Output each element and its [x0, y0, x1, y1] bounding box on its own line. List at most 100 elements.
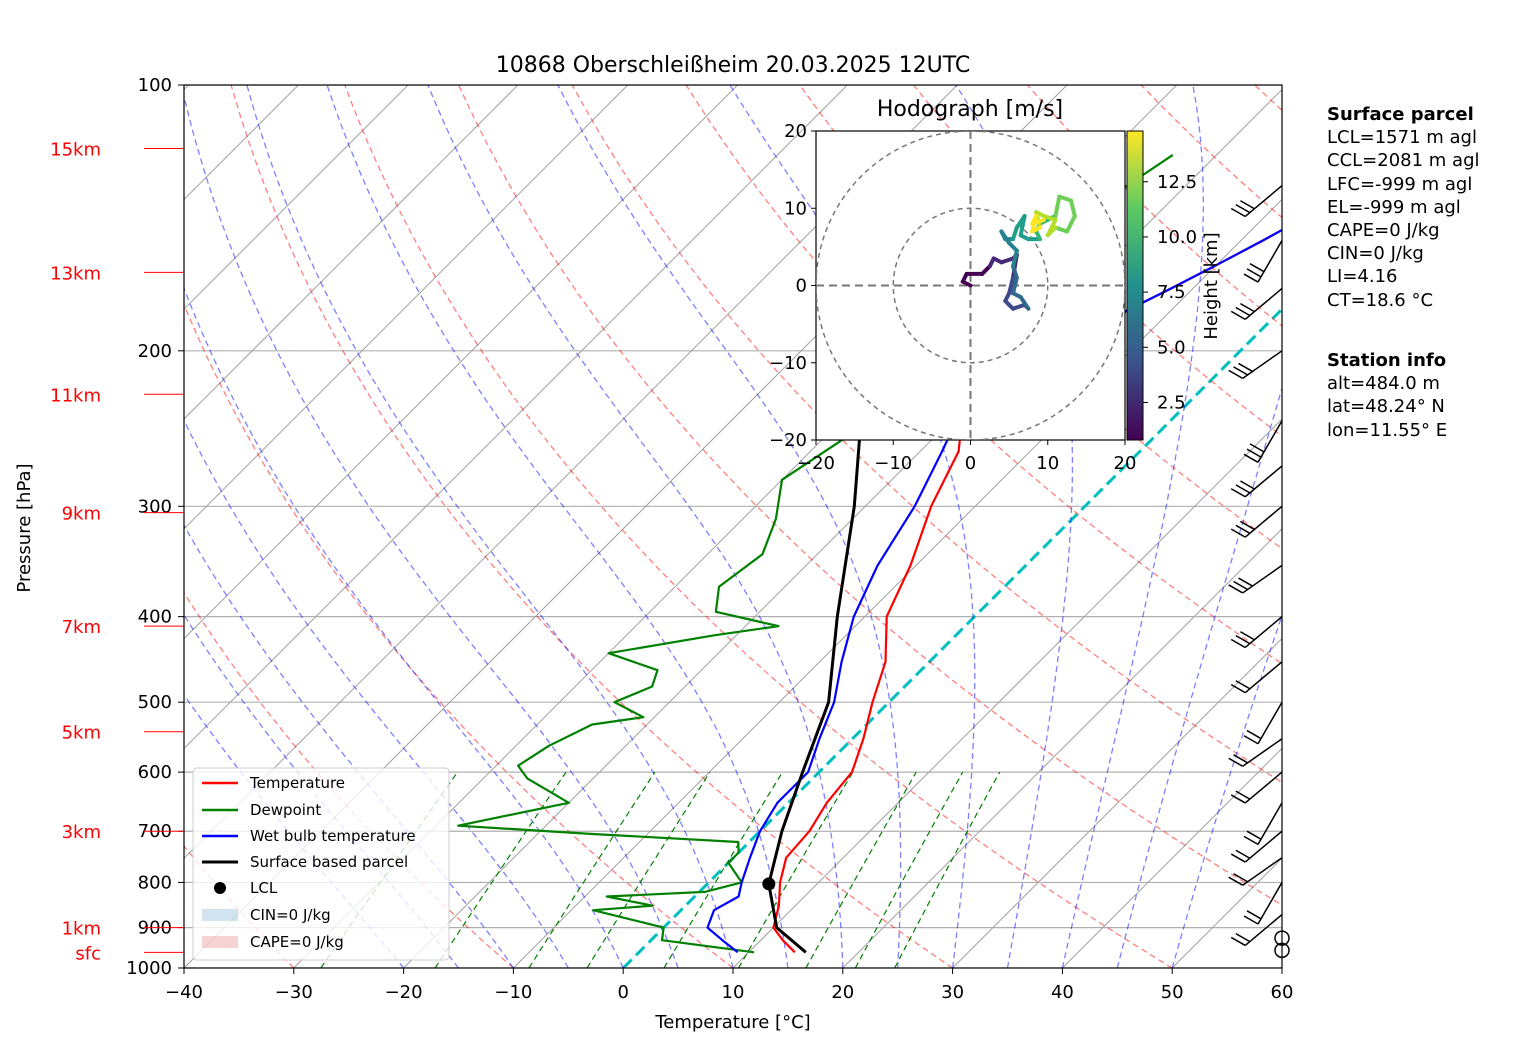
isotherm-40	[1062, 747, 1282, 968]
hodograph-segment	[1010, 225, 1019, 242]
moist-adiabat	[184, 418, 569, 968]
legend-label-wetbulb: Wet bulb temperature	[250, 827, 416, 845]
hodograph-ring-10	[892, 207, 1049, 364]
hodograph-segment	[1018, 295, 1031, 311]
wind-barb-flag	[1243, 453, 1259, 463]
isotherm--70	[184, 85, 738, 640]
wind-barb-flag	[1240, 480, 1255, 490]
mixing-ratio-line	[805, 771, 917, 968]
mixing-ratio-line	[663, 771, 784, 968]
wind-barb-shaft	[1242, 738, 1283, 767]
colorbar-tick-label: 5.0	[1157, 337, 1186, 358]
colorbar-ticks: 12.5 10.0 7.5 5.0 2.5	[1143, 172, 1197, 413]
hodograph-segment	[1010, 275, 1019, 296]
wind-barb-shaft	[1244, 616, 1283, 649]
wind-barb-flag	[1240, 631, 1255, 641]
wind-barb-flag	[1233, 366, 1248, 376]
wind-barb-shaft	[1257, 802, 1283, 845]
hodograph-segment	[1045, 217, 1058, 238]
surface-parcel-heading: Surface parcel	[1327, 104, 1474, 125]
moist-adiabat	[557, 85, 902, 968]
isotherm-20	[842, 528, 1282, 968]
isotherm-0	[622, 307, 1282, 968]
wind-barb-flag	[1243, 273, 1259, 283]
wind-barb-flag	[1238, 362, 1253, 373]
x-tick-label: 50	[1161, 982, 1184, 1003]
y-tick-label: 1000	[126, 958, 172, 979]
moist-adiabat	[184, 93, 679, 968]
station-altitude: alt=484.0 m	[1327, 373, 1440, 395]
hodograph-segment	[1010, 264, 1019, 280]
wind-barb-flag	[1235, 849, 1251, 859]
moist-adiabat	[1116, 385, 1282, 968]
x-tick-label: 60	[1271, 982, 1294, 1003]
wind-barb-flag	[1230, 683, 1246, 694]
isotherm--60	[184, 85, 848, 750]
wind-barb-flag	[1246, 448, 1262, 458]
wind-barb-flag	[1246, 729, 1262, 740]
height-label-5km: 5km	[62, 723, 101, 744]
legend: Temperature Dewpoint Wet bulb temperatur…	[192, 767, 450, 961]
wind-barb-flag	[1235, 524, 1251, 534]
lfc-value: LFC=-999 m agl	[1327, 173, 1473, 195]
wind-barb-shaft	[1244, 185, 1283, 218]
x-tick-label: 0	[617, 982, 628, 1003]
dry-adiabat	[344, 85, 1173, 968]
station-latitude: lat=48.24° N	[1327, 396, 1445, 418]
wind-barb-shaft	[1257, 420, 1283, 463]
wind-barb-flag	[1233, 580, 1248, 591]
hodograph-segment	[1010, 248, 1019, 269]
wind-barb-flag	[1230, 310, 1246, 320]
wind-barb-flag	[1230, 638, 1246, 649]
dry-adiabat	[458, 85, 1282, 906]
hodograph-segment	[1018, 213, 1027, 238]
wind-barb-shaft	[1244, 830, 1283, 863]
height-label-13km: 13km	[50, 263, 101, 284]
wind-barb-flag	[1233, 754, 1248, 764]
colorbar-tick-label: 7.5	[1157, 282, 1186, 303]
hodograph-segment	[1041, 213, 1058, 222]
wind-barb-flag	[1235, 484, 1251, 494]
calm-wind-circle	[1274, 942, 1290, 959]
hodo-x-tick-label: −10	[874, 453, 912, 474]
chart-title: 10868 Oberschleißheim 20.03.2025 12UTC	[496, 53, 971, 78]
height-label-15km: 15km	[50, 139, 101, 160]
moist-adiabat	[955, 85, 1074, 968]
y-tick-label: 100	[138, 75, 172, 96]
legend-label-temperature: Temperature	[249, 774, 345, 792]
wind-barb-shaft	[1257, 701, 1283, 745]
moist-adiabat	[729, 85, 976, 968]
li-value: LI=4.16	[1327, 266, 1398, 288]
wind-barb-shaft	[1242, 350, 1283, 379]
moist-adiabat	[1061, 85, 1204, 968]
wind-barb-shaft	[1244, 914, 1283, 947]
x-tick-label: 40	[1051, 982, 1074, 1003]
wind-barb-flag	[1235, 790, 1251, 800]
ccl-value: CCL=2081 m agl	[1327, 150, 1480, 172]
wind-barb-flag	[1240, 520, 1255, 531]
wind-barb-flag	[1228, 584, 1244, 594]
colorbar-tick-label: 10.0	[1157, 227, 1197, 248]
height-label-9km: 9km	[62, 504, 101, 525]
wind-barb-flag	[1243, 835, 1259, 846]
y-tick-label: 800	[138, 872, 172, 893]
hodograph-segment	[1010, 302, 1027, 311]
wind-barb-shaft	[1257, 240, 1283, 283]
hodograph-plot	[816, 131, 1125, 440]
wind-barb-flag	[1238, 577, 1253, 587]
wind-barb-flag	[1235, 306, 1251, 317]
mixing-ratio-line	[586, 771, 711, 968]
wind-barb-flag	[1230, 528, 1246, 538]
legend-swatch-cin	[202, 909, 238, 921]
x-tick-label: −10	[494, 982, 532, 1003]
wind-barb-shaft	[1244, 771, 1283, 804]
mixing-ratio-line	[738, 771, 854, 968]
station-info-panel: Station info alt=484.0 m lat=48.24° N lo…	[1327, 349, 1447, 442]
lcl-value: LCL=1571 m agl	[1327, 127, 1477, 149]
mixing-ratio-line	[528, 771, 656, 968]
wind-barb-flag	[1243, 915, 1259, 925]
dry-adiabat	[184, 302, 734, 968]
colorbar-label: Height [km]	[1201, 232, 1222, 339]
hodo-x-tick-label: 10	[1036, 453, 1059, 474]
